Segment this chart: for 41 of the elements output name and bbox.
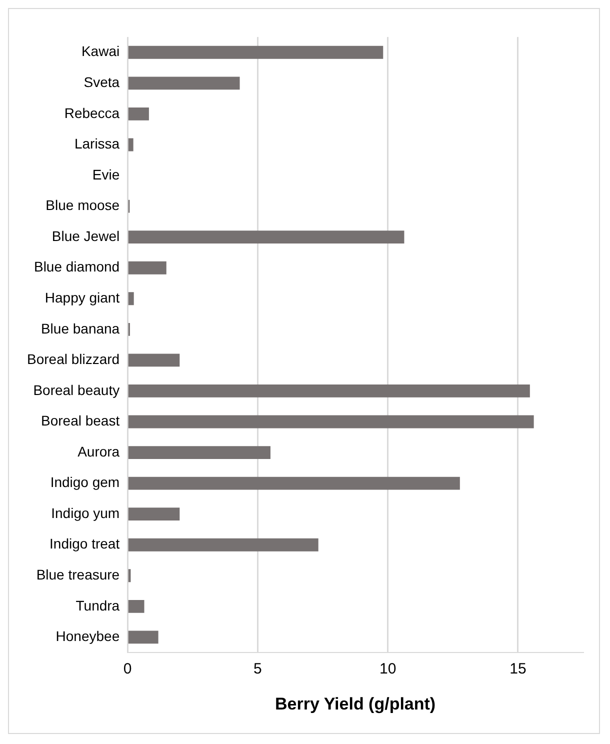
bar: [128, 354, 180, 367]
y-tick-label: Blue diamond: [34, 258, 120, 275]
x-tick-label: 0: [123, 660, 132, 678]
bar: [128, 384, 530, 398]
x-tick-label: 5: [254, 660, 262, 678]
bar: [128, 476, 460, 490]
bar: [128, 508, 180, 521]
y-tick-label: Kawai: [81, 43, 120, 60]
y-tick-label: Blue treasure: [36, 566, 120, 583]
bar: [128, 230, 404, 244]
x-tick-label: 10: [379, 660, 396, 678]
bar: [128, 76, 240, 90]
y-tick-label: Evie: [92, 166, 120, 182]
y-tick-label: Aurora: [78, 443, 120, 460]
y-tick-label: Boreal blizzard: [26, 351, 120, 368]
y-tick-label: Boreal beauty: [33, 382, 120, 398]
y-tick-label: Indigo treat: [50, 536, 120, 552]
bar: [128, 138, 134, 152]
y-tick-label: Honeybee: [56, 628, 120, 644]
bar: [128, 415, 534, 428]
bar: [128, 46, 384, 59]
x-axis-title: Berry Yield (g/plant): [275, 694, 436, 714]
y-tick-label: Indigo gem: [50, 474, 120, 490]
y-tick-label: Blue moose: [46, 197, 120, 214]
bar: [128, 600, 144, 613]
bar: [128, 446, 270, 459]
y-tick-label: Larissa: [74, 136, 120, 152]
bar: [128, 292, 134, 306]
bar: [128, 538, 318, 552]
y-tick-label: Blue Jewel: [52, 228, 120, 244]
bar: [128, 107, 149, 120]
y-tick-label: Tundra: [76, 597, 120, 614]
y-tick-label: Boreal beast: [40, 412, 120, 429]
y-tick-label: Blue banana: [40, 320, 120, 336]
y-tick-label: Happy giant: [44, 289, 120, 306]
bar: [128, 630, 158, 644]
bar: [128, 261, 166, 274]
y-tick-label: Rebecca: [64, 104, 120, 121]
y-tick-label: Sveta: [84, 74, 120, 90]
x-tick-label: 15: [510, 660, 526, 678]
y-tick-label: Indigo yum: [51, 504, 120, 521]
